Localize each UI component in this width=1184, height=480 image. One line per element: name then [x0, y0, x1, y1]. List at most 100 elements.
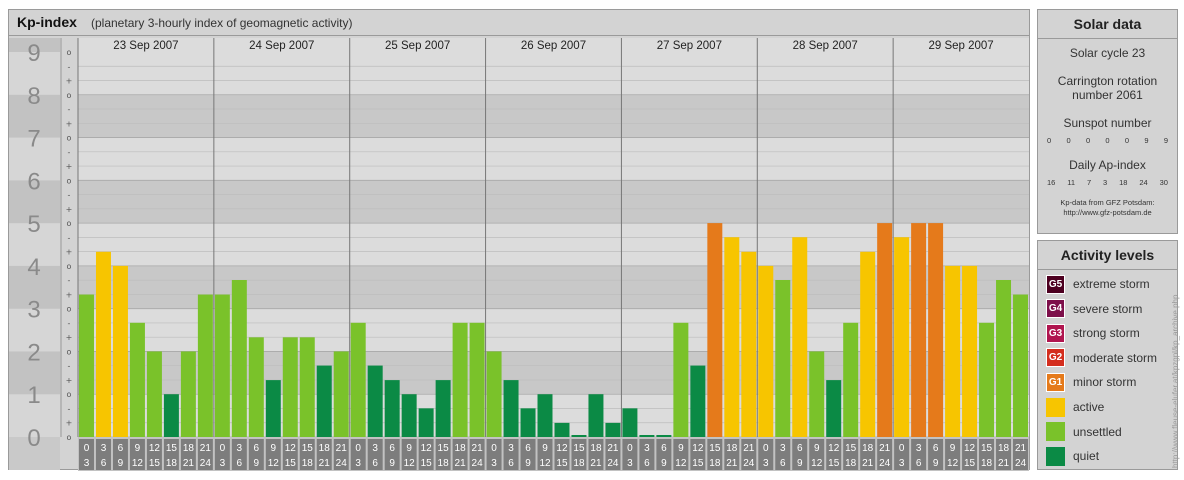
interval-start: 3	[780, 443, 786, 454]
y-subtick-label: +	[66, 119, 73, 128]
interval-end: 21	[319, 458, 331, 469]
y-tick-label: 3	[27, 297, 40, 324]
interval-end: 18	[709, 458, 721, 469]
interval-start: 0	[220, 443, 226, 454]
carrington-line-2: number 2061	[1072, 88, 1143, 102]
interval-start: 3	[644, 443, 650, 454]
y-tick-label: 4	[27, 254, 40, 281]
activity-levels-heading: Activity levels	[1038, 241, 1177, 270]
interval-end: 15	[149, 458, 161, 469]
interval-cell	[486, 439, 502, 470]
legend-swatch: G3	[1046, 323, 1065, 343]
kp-bar	[605, 422, 621, 437]
kp-bar	[452, 322, 468, 437]
interval-end: 24	[336, 458, 348, 469]
interval-cell	[724, 439, 740, 470]
y-tick-label: 1	[27, 382, 40, 409]
interval-start: 9	[814, 443, 820, 454]
interval-end: 18	[981, 458, 993, 469]
interval-cell	[146, 439, 162, 470]
interval-start: 12	[149, 443, 161, 454]
interval-cell	[656, 439, 672, 470]
y-subtick-label: +	[66, 419, 73, 428]
interval-cell	[316, 439, 332, 470]
y-band-8	[78, 52, 1029, 95]
interval-start: 0	[899, 443, 905, 454]
interval-start: 3	[372, 443, 378, 454]
interval-start: 15	[166, 443, 178, 454]
sunspot-value-3: 0	[1105, 136, 1110, 145]
interval-end: 6	[372, 458, 378, 469]
top-band	[78, 38, 1029, 52]
day-label: 29 Sep 2007	[928, 40, 993, 52]
interval-cell	[180, 439, 196, 470]
interval-end: 12	[811, 458, 823, 469]
kp-bar	[571, 435, 587, 437]
y-tick-label: 5	[27, 211, 40, 238]
kp-bar	[622, 408, 638, 437]
interval-end: 6	[101, 458, 107, 469]
legend-item-strong-storm: G3 strong storm	[1046, 323, 1140, 343]
legend-label: minor storm	[1073, 375, 1137, 390]
kp-bar	[707, 223, 723, 437]
kp-bar	[588, 394, 604, 437]
y-subtick-label: o	[67, 305, 72, 314]
interval-end: 9	[661, 458, 667, 469]
day-label: 24 Sep 2007	[249, 40, 314, 52]
interval-end: 6	[508, 458, 514, 469]
interval-start: 6	[254, 443, 260, 454]
y-tick-label: 9	[27, 40, 40, 67]
y-band-5	[78, 180, 1029, 224]
interval-start: 21	[879, 443, 891, 454]
kp-bar	[911, 223, 927, 437]
y-label-band-0	[9, 394, 60, 437]
legend-item-active: active	[1046, 397, 1104, 417]
interval-cell	[367, 439, 383, 470]
y-tick-label: 8	[27, 83, 40, 110]
interval-cell	[843, 439, 859, 470]
y-label-band-8	[9, 52, 60, 95]
kp-bar	[758, 265, 774, 437]
interval-cell	[622, 439, 638, 470]
kp-bar	[299, 337, 315, 437]
ap-value-0: 16	[1047, 178, 1056, 187]
interval-end: 24	[607, 458, 619, 469]
chart-title: Kp-index	[17, 14, 77, 30]
interval-end: 24	[472, 458, 484, 469]
y-tick-label: 7	[27, 126, 40, 153]
interval-end: 24	[1015, 458, 1027, 469]
legend-swatch: G4	[1046, 299, 1065, 319]
legend-label: unsettled	[1073, 424, 1122, 439]
y-subtick-label: -	[68, 276, 71, 285]
kp-bar	[401, 394, 417, 437]
kp-bar	[384, 380, 400, 437]
interval-cell	[299, 439, 315, 470]
interval-cell	[112, 439, 128, 470]
day-label: 23 Sep 2007	[113, 40, 178, 52]
interval-start: 21	[607, 443, 619, 454]
interval-cell	[979, 439, 995, 470]
kp-bar	[79, 294, 94, 437]
chart-title-bar: Kp-index (planetary 3-hourly index of ge…	[9, 10, 1029, 36]
interval-cell	[554, 439, 570, 470]
interval-cell	[520, 439, 536, 470]
kp-bar	[554, 422, 570, 437]
interval-cell	[877, 439, 893, 470]
interval-cell	[588, 439, 604, 470]
legend-swatch	[1046, 446, 1065, 466]
interval-cell	[197, 439, 213, 470]
interval-cell	[571, 439, 587, 470]
interval-end: 3	[627, 458, 633, 469]
kp-bar	[248, 337, 264, 437]
interval-start: 12	[285, 443, 297, 454]
interval-cell	[163, 439, 179, 470]
y-subtick-label: -	[68, 404, 71, 413]
interval-start: 21	[200, 443, 212, 454]
kp-bar	[333, 351, 349, 437]
interval-end: 6	[780, 458, 786, 469]
kp-bar	[826, 380, 842, 437]
interval-start: 6	[933, 443, 939, 454]
interval-end: 6	[916, 458, 922, 469]
kp-bar	[962, 265, 978, 437]
interval-end: 15	[964, 458, 976, 469]
